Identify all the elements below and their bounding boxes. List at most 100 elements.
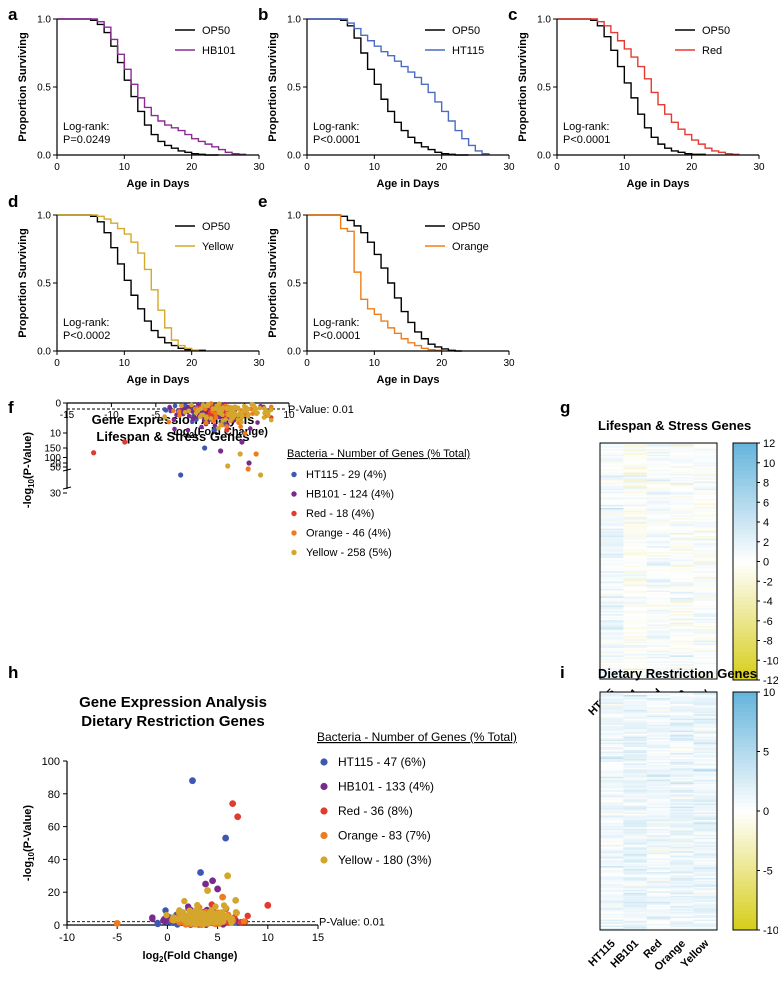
heatmap-cell [646,614,671,616]
heatmap-cell [600,871,624,874]
heatmap-cell [623,903,648,906]
heatmap-cell [623,502,648,504]
heatmap-cell [670,921,694,923]
data-point [224,427,230,433]
data-point [186,907,193,914]
heatmap-cell [670,661,694,664]
heatmap-cell [600,894,624,897]
data-point [218,448,224,454]
heatmap-cell [670,697,694,700]
heatmap-cell [646,709,671,712]
heatmap-cell [623,909,648,911]
heatmap-cell [623,659,648,662]
heatmap-cell [600,715,624,718]
heatmap-cell [600,889,624,892]
heatmap-cell [670,550,694,553]
heatmap-cell [623,537,648,540]
data-point [199,412,204,418]
data-point [224,872,232,880]
heatmap-cell [600,745,624,748]
heatmap-cell [646,751,671,754]
heatmap-cell [623,664,648,667]
heatmap-cell [670,885,694,888]
heatmap-cell [693,877,718,880]
heatmap-cell [670,609,694,612]
heatmap-cell [600,827,624,830]
heatmap-cell [670,494,694,497]
colorbar-segment [733,486,757,491]
heatmap-cell [623,450,648,453]
heatmap-cell [670,898,694,901]
heatmap-cell [600,490,624,492]
heatmap-cell [646,525,671,528]
heatmap-cell [693,655,718,658]
heatmap-cell [623,870,648,873]
heatmap-cell [600,602,624,605]
heatmap-cell [600,578,624,581]
heatmap-cell [600,858,624,861]
x-tick-label: 0 [554,162,560,173]
heatmap-cell [646,572,671,575]
colorbar-segment [733,478,757,483]
heatmap-cell [646,837,671,840]
heatmap-cell [646,904,671,907]
heatmap-cell [693,537,718,540]
heatmap-cell [670,836,694,839]
heatmap-cell [600,693,624,696]
survival-curve-op50 [307,214,462,352]
heatmap-cell [600,549,624,551]
heatmap-cell [670,837,694,840]
heatmap-cell [623,677,648,680]
heatmap-cell [623,522,648,525]
heatmap-cell [623,775,648,778]
heatmap-cell [670,497,694,500]
heatmap-cell [693,802,718,804]
heatmap-cell [693,457,718,460]
heatmap-cell [693,563,718,566]
heatmap-cell [646,741,671,743]
heatmap-cell [623,861,648,864]
heatmap-cell [693,724,718,727]
colorbar-segment [733,818,757,824]
heatmap-cell [600,842,624,845]
x-tick-label: 10 [119,162,131,173]
heatmap-border [599,442,718,680]
legend-label: Yellow - 180 (3%) [338,853,432,867]
survival-curve-op50 [57,214,206,352]
heatmap-cell [646,794,671,797]
colorbar-segment [733,553,757,558]
heatmap-cell [670,553,694,556]
heatmap-cell [693,456,718,459]
heatmap-cell [670,723,694,726]
heatmap-cell [670,563,694,566]
heatmap-cell [623,535,648,538]
heatmap-cell [600,448,624,451]
heatmap-cell [623,692,648,694]
heatmap-cell [670,735,694,737]
heatmap-cell [693,787,718,789]
x-axis-label: Age in Days [377,374,440,386]
heatmap-cell [623,611,648,613]
heatmap-cell [670,916,694,919]
data-point [253,451,259,457]
heatmap-cell [693,482,718,485]
heatmap-cell [600,891,624,894]
heatmap-cell [670,448,694,451]
colorbar-segment [733,569,757,574]
heatmap-cell [623,889,648,892]
x-tick-label: -10 [59,932,75,944]
heatmap-cell [670,700,694,703]
heatmap-cell [693,552,718,554]
heatmap-cell [670,496,694,498]
colorbar-tick-label: -12 [763,675,778,687]
heatmap-cell [623,897,648,900]
heatmap-cell [693,726,718,728]
heatmap-cell [670,499,694,501]
heatmap-cell [646,748,671,751]
heatmap-cell [600,869,624,871]
heatmap-cell [646,706,671,709]
heatmap-cell [623,758,648,761]
heatmap-cell [623,494,648,497]
heatmap-cell [646,808,671,810]
data-point [196,407,201,413]
